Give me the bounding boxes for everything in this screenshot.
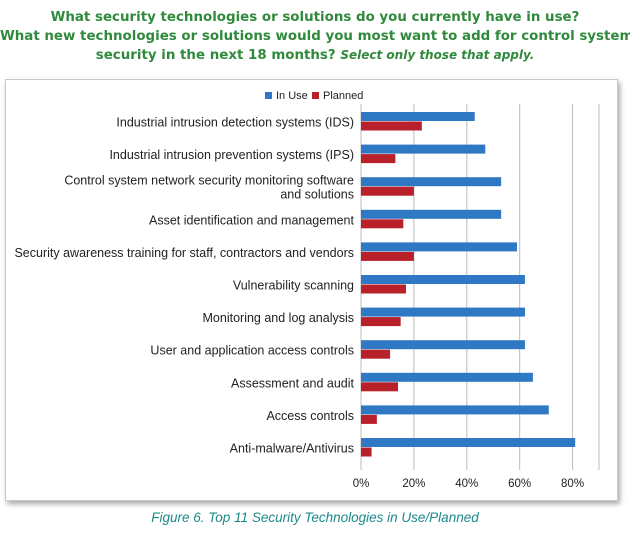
bar-planned xyxy=(361,447,372,457)
bar-planned xyxy=(361,251,414,261)
bar-in-use xyxy=(361,209,502,219)
x-tick-labels: 0% 20% 40% 60% 80% xyxy=(353,478,584,490)
category-label: Assessment and audit xyxy=(231,376,355,390)
category-label: Asset identification and management xyxy=(149,213,355,227)
bar-in-use xyxy=(361,275,525,284)
category-label: Monitoring and log analysis xyxy=(203,311,354,325)
bar-in-use xyxy=(361,144,486,154)
bar-chart: Industrial intrusion detection systems (… xyxy=(14,90,600,490)
category-label: Industrial intrusion detection systems (… xyxy=(116,116,354,130)
question-line-3-text: security in the next 18 months? xyxy=(95,48,336,63)
category-label: User and application access controls xyxy=(150,344,354,358)
bar-in-use xyxy=(361,340,525,350)
chart-panel xyxy=(5,79,618,501)
x-tick-label: 20% xyxy=(402,478,425,490)
x-tick-label: 80% xyxy=(561,478,584,490)
bar-planned xyxy=(361,219,404,229)
category-label: Access controls xyxy=(266,409,354,423)
category-label: Security awareness training for staff, c… xyxy=(14,246,354,260)
figure-caption: Figure 6. Top 11 Security Technologies i… xyxy=(151,510,479,525)
bar-planned xyxy=(361,284,406,294)
question-line-3: security in the next 18 months? Select o… xyxy=(0,46,630,65)
category-label: Control system network security monitori… xyxy=(64,174,354,188)
bar-planned xyxy=(361,382,399,392)
bar-in-use xyxy=(361,438,576,447)
bar-planned xyxy=(361,186,414,196)
category-label: Anti-malware/Antivirus xyxy=(230,442,354,456)
question-line-2: What new technologies or solutions would… xyxy=(0,29,630,44)
legend-swatch xyxy=(265,92,272,99)
bar-in-use xyxy=(361,405,549,415)
x-tick-label: 60% xyxy=(508,478,531,490)
legend: In Use Planned xyxy=(265,90,363,102)
x-tick-label: 40% xyxy=(455,478,478,490)
bar-planned xyxy=(361,154,396,164)
category-label: Vulnerability scanning xyxy=(233,279,354,293)
category-label: Industrial intrusion prevention systems … xyxy=(109,148,354,162)
bar-in-use xyxy=(361,112,475,121)
chart-header: What security technologies or solutions … xyxy=(0,0,630,78)
bar-planned xyxy=(361,349,391,359)
bar-planned xyxy=(361,317,401,327)
legend-label: Planned xyxy=(323,90,363,102)
question-hint: Select only those that apply. xyxy=(340,48,535,62)
bar-in-use xyxy=(361,372,533,382)
x-tick-label: 0% xyxy=(353,478,370,490)
question-line-1: What security technologies or solutions … xyxy=(50,10,580,25)
bar-planned xyxy=(361,121,422,131)
bar-in-use xyxy=(361,177,502,187)
legend-swatch xyxy=(312,92,319,99)
bars xyxy=(361,112,576,457)
bar-in-use xyxy=(361,242,518,252)
legend-label: In Use xyxy=(276,90,308,102)
bar-in-use xyxy=(361,307,525,317)
category-labels: Industrial intrusion detection systems (… xyxy=(14,116,354,456)
bar-planned xyxy=(361,414,377,424)
category-label: and solutions xyxy=(280,188,354,202)
